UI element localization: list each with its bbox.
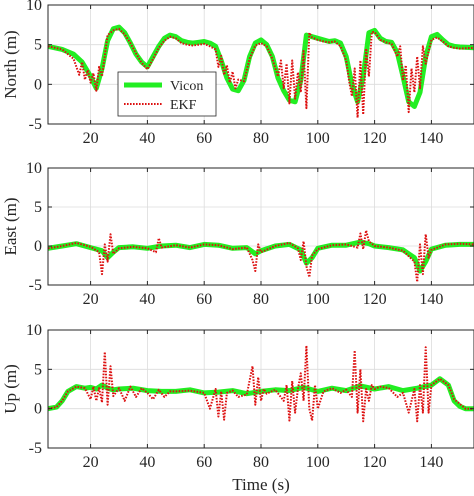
- x-tick-label: 80: [253, 454, 269, 471]
- x-tick-label: 120: [363, 130, 387, 147]
- x-tick-label: 120: [363, 454, 387, 471]
- x-tick-label: 140: [419, 130, 443, 147]
- legend-box: [117, 71, 217, 117]
- legend-label-vicon: Vicon: [170, 79, 203, 94]
- y-tick-label: 0: [34, 76, 42, 93]
- series-line-ekf: [48, 27, 474, 119]
- x-tick-label: 40: [139, 130, 155, 147]
- y-tick-label: 5: [34, 37, 42, 54]
- x-tick-label: 20: [83, 454, 99, 471]
- y-tick-label: -5: [29, 116, 42, 133]
- x-tick-label: 20: [83, 291, 99, 308]
- y-tick-label: 10: [26, 322, 42, 339]
- y-axis-label: North (m): [1, 30, 20, 98]
- x-tick-label: 60: [196, 454, 212, 471]
- series-line-ekf: [48, 344, 474, 423]
- legend: Vicon EKF: [117, 71, 217, 117]
- y-tick-label: -5: [29, 440, 42, 457]
- y-tick-label: 5: [34, 361, 42, 378]
- x-tick-label: 140: [419, 454, 443, 471]
- subplot-1: 20 40 60 80 100 120 140 -5 0 5 10 North (m) Vicon EKF: [1, 0, 474, 147]
- x-tick-label: 100: [306, 130, 330, 147]
- x-tick-label: 120: [363, 291, 387, 308]
- x-tick-label: 80: [253, 130, 269, 147]
- y-tick-label: 0: [34, 401, 42, 418]
- x-tick-label: 20: [83, 130, 99, 147]
- x-tick-label: 80: [253, 291, 269, 308]
- x-tick-label: 60: [196, 130, 212, 147]
- x-tick-label: 40: [139, 454, 155, 471]
- legend-label-ekf: EKF: [170, 98, 197, 113]
- y-tick-label: -5: [29, 277, 42, 294]
- x-tick-label: 140: [419, 291, 443, 308]
- x-tick-label: 60: [196, 291, 212, 308]
- y-axis-label: Up (m): [1, 364, 20, 414]
- x-tick-label: 100: [306, 454, 330, 471]
- y-tick-label: 0: [34, 238, 42, 255]
- x-tick-label: 100: [306, 291, 330, 308]
- y-tick-label: 10: [26, 160, 42, 177]
- subplot-2: 20 40 60 80 100 120 140 -5 0 5 10 East (m): [1, 160, 474, 308]
- y-tick-label: 10: [26, 0, 42, 14]
- x-tick-label: 40: [139, 291, 155, 308]
- subplot-3: 20 40 60 80 100 120 140 -5 0 5 10 Up (m) Time (s): [1, 322, 474, 494]
- y-tick-label: 5: [34, 199, 42, 216]
- y-axis-label: East (m): [1, 197, 20, 255]
- x-axis-label: Time (s): [232, 475, 289, 494]
